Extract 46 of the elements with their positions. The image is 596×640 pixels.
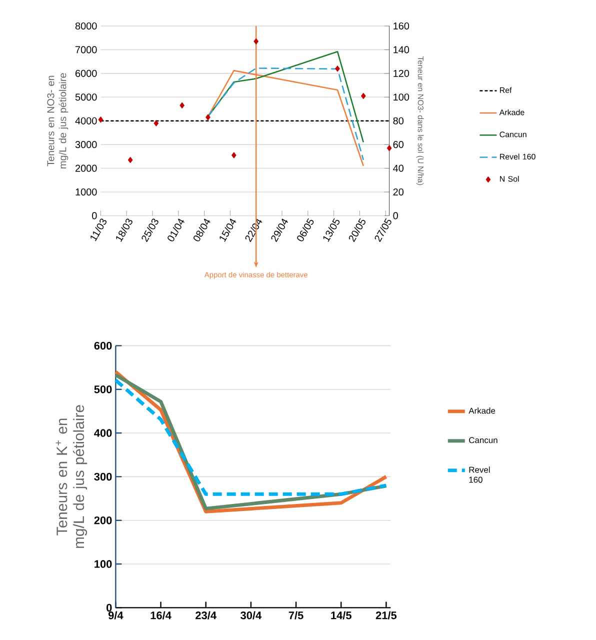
x-tick-label: 16/4 [150, 611, 172, 620]
y-tick-label: 6000 [76, 70, 97, 77]
legend-label: Revel 160 [469, 466, 490, 483]
y-tick-label: 8000 [75, 22, 97, 30]
y-tick-label: 4000 [75, 117, 97, 124]
y-tick-label: 2000 [76, 164, 97, 172]
point [386, 144, 392, 152]
point [128, 156, 133, 164]
y2-tick-label: 60 [393, 141, 404, 148]
point [254, 38, 259, 45]
y2-tick-label: 120 [394, 70, 410, 77]
x-tick-label: 7/5 [288, 611, 304, 620]
point [180, 102, 185, 109]
y-tick-label: 0 [106, 604, 112, 612]
y-tick-label: 300 [94, 472, 112, 481]
y-axis-title: Teneurs en NO3- en mg/L de jus pétiolaire [47, 73, 68, 168]
x-tick-label: 23/4 [196, 611, 216, 620]
y2-tick-label: 40 [393, 164, 404, 172]
y2-tick-label: 160 [394, 22, 410, 30]
x-tick-label: 14/5 [331, 611, 352, 620]
y-tick-label: 0 [92, 212, 97, 220]
point [206, 114, 210, 120]
y-tick-label: 200 [94, 516, 112, 524]
y-tick-label: 1000 [76, 188, 97, 196]
point [231, 152, 236, 158]
y-tick-label: 100 [94, 560, 112, 568]
y-tick-label: 7000 [76, 46, 97, 54]
y2-tick-label: 20 [393, 188, 404, 196]
x-tick-label: 21/5 [376, 611, 397, 620]
legend-label: Cancun [469, 437, 498, 444]
point [335, 65, 340, 72]
y2-tick-label: 80 [393, 117, 404, 124]
y2-tick-label: 0 [393, 212, 398, 220]
y2-tick-label: 100 [394, 94, 410, 101]
x-tick-label: 30/4 [240, 611, 262, 620]
y-tick-label: 5000 [75, 94, 97, 101]
y-tick-label: 400 [94, 429, 112, 437]
x-tick-label: 9/4 [108, 611, 124, 620]
legend-label: Arkade [468, 408, 496, 414]
y-tick-label: 500 [94, 385, 112, 394]
point [154, 120, 159, 126]
y-tick-label: 3000 [75, 141, 97, 148]
y2-tick-label: 140 [394, 46, 410, 54]
y-tick-label: 600 [94, 342, 112, 350]
point [360, 92, 366, 100]
point [98, 116, 104, 123]
